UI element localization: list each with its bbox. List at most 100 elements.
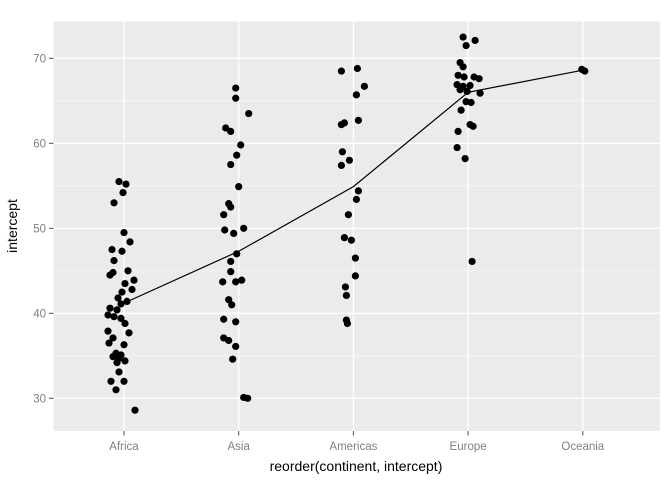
data-point	[131, 406, 139, 414]
data-point	[220, 315, 228, 323]
data-point	[115, 368, 123, 376]
data-point	[118, 288, 126, 296]
data-point	[341, 283, 349, 291]
data-point	[338, 148, 346, 156]
data-point	[219, 278, 227, 286]
data-point	[232, 318, 240, 326]
data-point	[461, 155, 469, 163]
data-point	[117, 314, 125, 322]
y-axis-title: intercept	[4, 199, 20, 253]
data-point	[337, 121, 345, 129]
data-point	[128, 285, 136, 294]
data-point	[108, 245, 116, 254]
data-point	[468, 257, 476, 266]
data-point	[454, 127, 462, 135]
data-point	[110, 313, 118, 321]
data-point	[352, 195, 360, 203]
x-tick-label: Asia	[228, 441, 251, 453]
data-point	[107, 377, 115, 385]
y-tick-label: 30	[33, 393, 46, 405]
mean-line	[123, 69, 583, 304]
data-point	[240, 224, 248, 232]
data-point	[232, 84, 240, 92]
data-point	[117, 300, 125, 308]
data-point	[352, 91, 360, 99]
data-point	[345, 156, 353, 164]
data-point	[471, 36, 479, 45]
data-point	[475, 75, 483, 83]
data-point	[124, 267, 132, 275]
data-point	[120, 341, 128, 349]
data-point	[235, 183, 243, 191]
data-point	[453, 143, 461, 152]
data-point	[113, 306, 121, 314]
data-point	[469, 122, 477, 130]
plot-layers: 30 40 50 60 70 Africa Asia Americas Europe Oceani…	[33, 21, 660, 453]
data-point	[125, 329, 133, 337]
x-tick-label: Africa	[109, 441, 139, 453]
data-point	[245, 109, 253, 118]
data-point	[230, 229, 238, 237]
x-tick-label: Oceania	[561, 441, 604, 453]
data-point	[351, 254, 359, 262]
data-point	[113, 359, 121, 367]
data-point	[459, 63, 467, 71]
data-point	[229, 355, 237, 363]
x-tick-label: Europe	[450, 441, 487, 453]
data-point	[115, 177, 123, 186]
data-point	[227, 127, 235, 135]
data-point	[130, 276, 138, 284]
data-point	[344, 211, 352, 219]
data-point	[227, 160, 235, 169]
data-point	[121, 279, 129, 288]
data-point	[122, 180, 130, 188]
data-point	[220, 211, 228, 219]
data-point	[106, 304, 114, 312]
data-point	[459, 33, 467, 41]
data-point	[232, 278, 240, 286]
data-point	[463, 87, 471, 96]
data-point	[233, 250, 241, 258]
data-point	[109, 334, 117, 342]
data-point	[581, 67, 589, 75]
data-point	[118, 247, 126, 255]
data-point	[110, 257, 118, 265]
x-axis-title: reorder(continent, intercept)	[270, 458, 443, 474]
y-tick-label: 70	[33, 53, 46, 65]
data-point	[462, 41, 470, 50]
data-point	[232, 342, 240, 351]
data-point	[232, 94, 240, 102]
data-point	[228, 301, 236, 309]
data-point	[110, 199, 118, 207]
panel-background	[53, 21, 660, 431]
data-point	[354, 116, 362, 124]
data-point	[121, 319, 129, 328]
data-point	[104, 327, 112, 335]
data-point	[227, 268, 235, 276]
data-point	[119, 189, 127, 197]
data-point	[104, 311, 112, 319]
data-point	[227, 257, 235, 266]
y-tick-label: 60	[33, 138, 46, 150]
data-point	[456, 86, 464, 94]
data-point	[120, 228, 128, 237]
data-point	[244, 394, 252, 402]
data-point	[360, 82, 368, 90]
data-point	[112, 386, 120, 394]
data-point	[354, 187, 362, 195]
data-point	[120, 377, 128, 385]
data-point	[343, 319, 351, 328]
data-point	[351, 272, 359, 280]
data-point	[467, 98, 475, 107]
data-point	[347, 236, 355, 244]
data-point	[225, 336, 233, 345]
data-point	[460, 73, 468, 81]
data-point	[337, 161, 345, 169]
x-tick-label: Americas	[329, 441, 377, 453]
data-point	[457, 106, 465, 114]
data-point	[466, 81, 474, 90]
data-point	[340, 234, 348, 242]
data-point	[337, 67, 345, 75]
